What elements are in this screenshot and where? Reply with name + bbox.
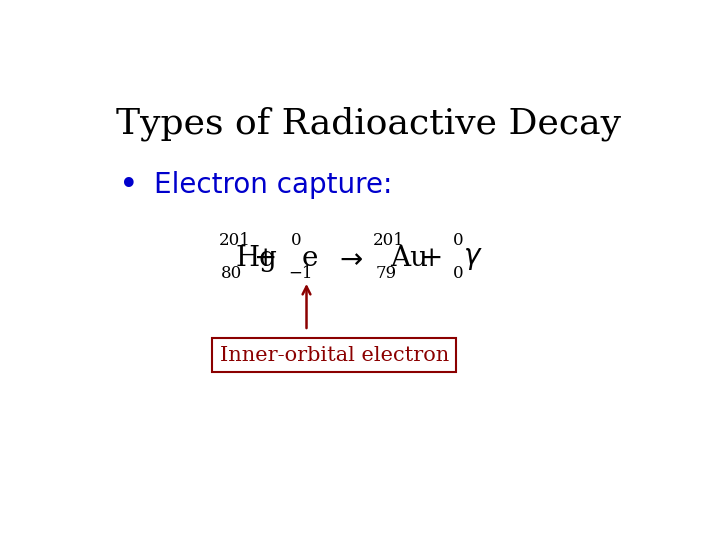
Text: •: •	[120, 169, 139, 202]
Text: e: e	[302, 245, 318, 272]
Text: Types of Radioactive Decay: Types of Radioactive Decay	[117, 106, 621, 141]
Text: +: +	[254, 245, 277, 272]
Text: 80: 80	[221, 266, 243, 282]
Text: $\rightarrow$: $\rightarrow$	[334, 244, 364, 272]
Text: −1: −1	[288, 266, 312, 282]
Text: 201: 201	[372, 232, 404, 249]
Text: 201: 201	[218, 232, 251, 249]
Text: Au: Au	[390, 245, 428, 272]
Text: 79: 79	[375, 266, 396, 282]
Text: $\gamma$: $\gamma$	[463, 245, 482, 272]
Text: 0: 0	[454, 232, 464, 249]
Text: Inner-orbital electron: Inner-orbital electron	[220, 346, 449, 365]
Text: 0: 0	[291, 232, 302, 249]
Text: 0: 0	[454, 266, 464, 282]
Text: Hg: Hg	[235, 245, 277, 272]
Text: Electron capture:: Electron capture:	[154, 171, 392, 199]
Text: +: +	[420, 245, 444, 272]
